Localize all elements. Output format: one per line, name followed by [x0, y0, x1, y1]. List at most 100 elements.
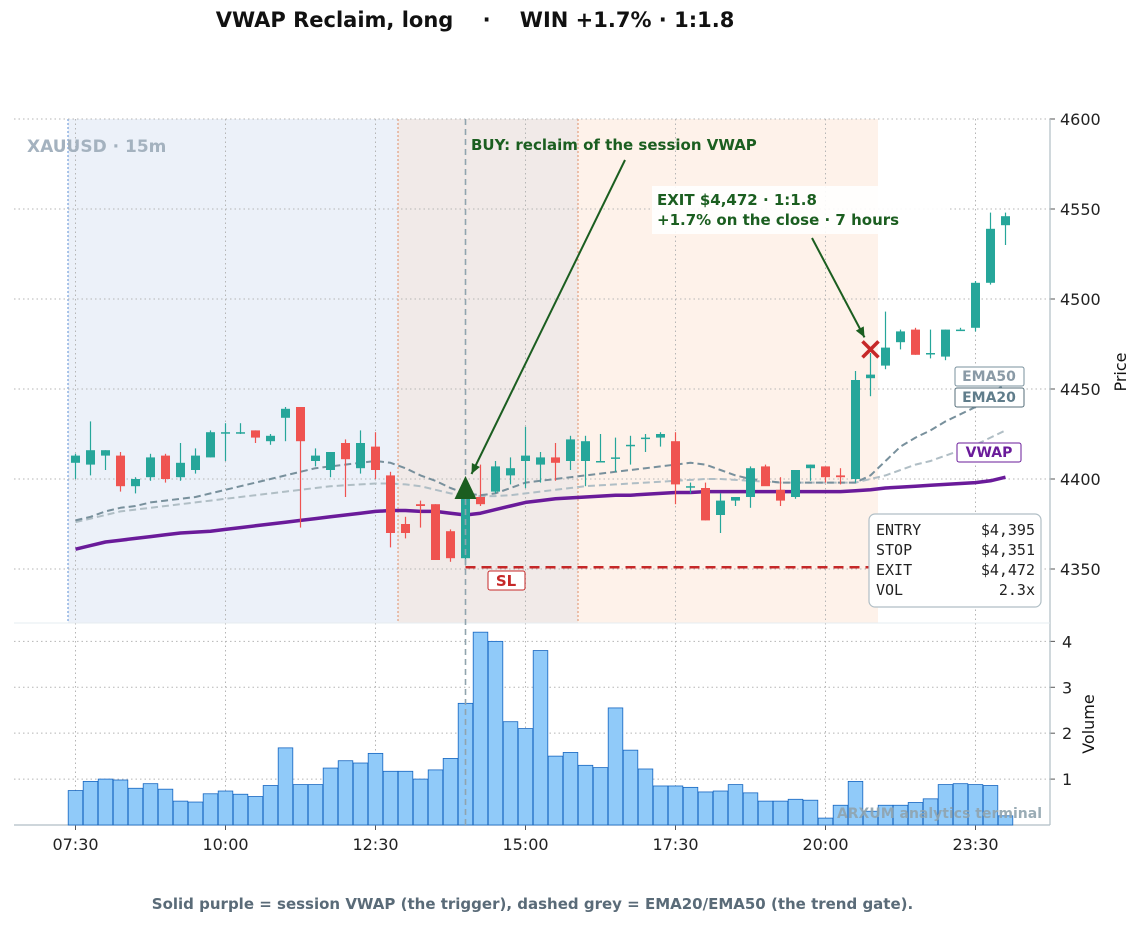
- ema20-tag: EMA20: [954, 387, 1025, 408]
- volume-axis-label: Volume: [1079, 694, 1098, 754]
- volume-bar: [937, 784, 954, 826]
- volume-bar: [607, 707, 624, 826]
- candle-up: [881, 347, 890, 366]
- candle-up: [221, 432, 230, 434]
- volume-bar: [187, 801, 204, 826]
- candle-up: [506, 468, 515, 476]
- volume-tick-label: 3: [1062, 678, 1072, 697]
- volume-bar: [217, 790, 234, 826]
- volume-bar: [427, 769, 444, 826]
- time-tick-label: 17:30: [652, 835, 698, 854]
- candle-up: [146, 457, 155, 478]
- entry-label: ENTRY: [876, 521, 921, 539]
- vwap-tag: VWAP: [956, 442, 1022, 463]
- candle-up: [191, 455, 200, 470]
- candle-up: [941, 329, 950, 357]
- candle-down: [401, 524, 410, 533]
- buy-arrow: [470, 159, 626, 475]
- buy-annotation: BUY: reclaim of the session VWAP: [471, 136, 757, 154]
- volume-bar: [862, 810, 879, 826]
- volume-bar: [352, 762, 369, 826]
- volume-bar: [562, 752, 579, 826]
- price-axis-label: Price: [1111, 352, 1130, 391]
- volume-bar: [637, 768, 654, 826]
- candle-down: [431, 504, 440, 560]
- volume-bar: [307, 784, 324, 826]
- exit-label: EXIT: [876, 561, 912, 579]
- volume-tick-label: 2: [1062, 724, 1072, 743]
- candle-down: [911, 329, 920, 355]
- volume-bar: [712, 790, 729, 826]
- time-tick-label: 15:00: [502, 835, 548, 854]
- volume-bar: [577, 764, 594, 826]
- candle-up: [851, 380, 860, 479]
- candle-up: [131, 479, 140, 487]
- volume-bar: [877, 804, 894, 826]
- volume-bar: [472, 631, 489, 826]
- annotations: [454, 119, 880, 825]
- volume-bar: [772, 800, 789, 826]
- volume-bar: [997, 815, 1014, 826]
- volume-tick-label: 1: [1062, 770, 1072, 789]
- exit-value: $4,472: [981, 561, 1035, 579]
- volume-bar: [127, 787, 144, 826]
- stop-value: $4,351: [981, 541, 1035, 559]
- candle-up: [491, 466, 500, 492]
- candle-up: [791, 470, 800, 497]
- watermark: ARXUM analytics terminal: [837, 806, 1042, 822]
- volume-bar: [262, 785, 279, 826]
- volume-bar: [82, 780, 99, 826]
- volume-bar: [817, 817, 834, 826]
- candle-down: [761, 466, 770, 487]
- vol-value: 2.3x: [999, 581, 1035, 599]
- volume-bar: [667, 785, 684, 826]
- time-tick-label: 20:00: [802, 835, 848, 854]
- price-tick-label: 4600: [1060, 110, 1101, 129]
- time-tick-label: 23:30: [952, 835, 998, 854]
- candle-up: [656, 434, 665, 438]
- volume-bar: [142, 783, 159, 826]
- candle-down: [551, 457, 560, 463]
- volume-bar: [67, 790, 84, 826]
- entry-marker: [454, 476, 477, 499]
- candle-up: [566, 439, 575, 461]
- volume-tick-label: 4: [1062, 632, 1072, 651]
- candle-down: [416, 504, 425, 506]
- ema50-line: [75, 429, 1006, 524]
- volume-bar: [592, 767, 609, 826]
- candle-down: [776, 489, 785, 501]
- candle-up: [926, 353, 935, 355]
- volume-bar: [547, 755, 564, 826]
- candle-down: [386, 475, 395, 533]
- volume-bar: [757, 800, 774, 826]
- volume-bar: [412, 778, 429, 826]
- volume-bar: [202, 793, 219, 826]
- symbol-label: XAUUSD · 15m: [27, 137, 166, 157]
- candle-down: [821, 466, 830, 478]
- candle-up: [311, 455, 320, 461]
- candle-down: [296, 407, 305, 442]
- candle-up: [641, 437, 650, 440]
- trade-summary-box: ENTRY $4,395 STOP $4,351 EXIT $4,472 VOL…: [868, 513, 1042, 608]
- candle-up: [626, 444, 635, 447]
- volume-bar: [787, 798, 804, 826]
- volume-bar: [97, 778, 114, 826]
- volume-bar: [277, 747, 294, 826]
- candle-up: [866, 374, 875, 379]
- candle-down: [671, 441, 680, 485]
- candle-down: [836, 475, 845, 478]
- candle-up: [956, 329, 965, 332]
- volume-bar: [157, 788, 174, 826]
- candle-up: [596, 461, 605, 463]
- candle-up: [716, 500, 725, 515]
- vol-label: VOL: [876, 581, 903, 599]
- candle-up: [266, 435, 275, 442]
- volume-bar: [892, 804, 909, 826]
- candle-up: [101, 450, 110, 456]
- time-tick-label: 12:30: [352, 835, 398, 854]
- volume-bar: [922, 798, 939, 826]
- session-band: [398, 119, 578, 623]
- volume-bars: [67, 631, 1014, 826]
- time-tick-label: 10:00: [202, 835, 248, 854]
- volume-bar: [322, 767, 339, 826]
